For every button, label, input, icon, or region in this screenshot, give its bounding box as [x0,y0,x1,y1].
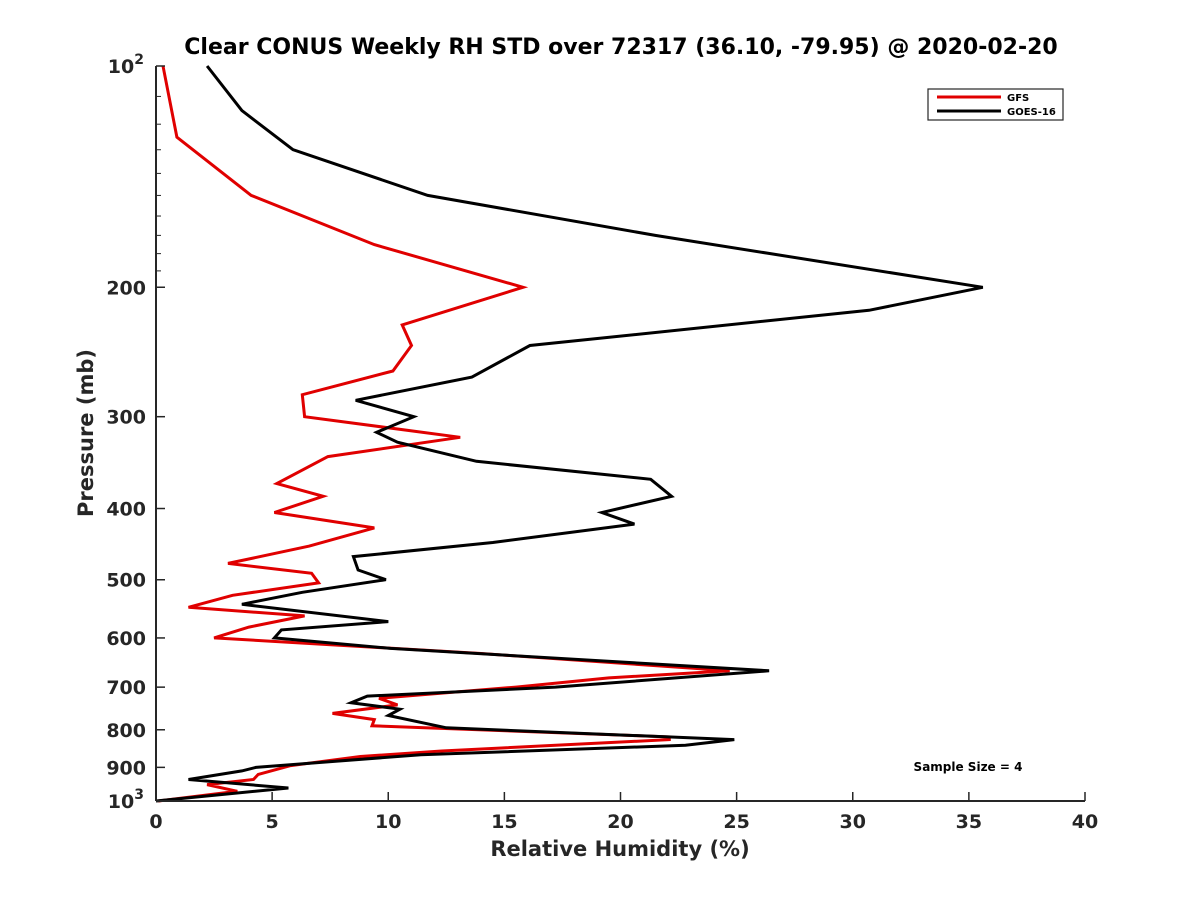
y-axis-ticks: 102 200 300 400 500 600 700 800 900 103 [106,52,165,813]
x-tick-label: 15 [491,811,517,833]
x-tick-label: 40 [1072,811,1098,833]
legend-label-gfs: GFS [1007,93,1029,104]
x-tick-label: 10 [375,811,401,833]
legend-label-goes16: GOES-16 [1007,107,1056,118]
plot-area-frame [156,66,1085,801]
x-tick-label: 30 [840,811,866,833]
y-tick-label: 300 [106,407,146,429]
y-tick-label: 600 [106,628,146,650]
sample-size-annotation: Sample Size = 4 [914,760,1023,774]
x-tick-label: 25 [723,811,749,833]
legend-box [927,88,1064,121]
y-tick-label: 400 [106,499,146,521]
legend: GFS GOES-16 [927,88,1064,121]
y-tick-label: 900 [106,757,146,779]
y-tick-label: 800 [106,720,146,742]
series-line-gfs [158,65,730,803]
series-line-goes16 [155,65,984,803]
series-layer [155,65,984,803]
y-tick-label: 200 [106,277,146,299]
y-axis-label: Pressure (mb) [74,349,98,517]
y-tick-label: 103 [108,787,144,813]
x-tick-label: 0 [149,811,162,833]
y-tick-label: 700 [106,677,146,699]
x-axis-ticks: 0 5 10 15 20 25 30 35 40 [149,792,1098,833]
y-tick-label: 102 [108,52,144,78]
x-tick-label: 20 [607,811,633,833]
x-axis-label: Relative Humidity (%) [490,837,749,861]
x-tick-label: 35 [956,811,982,833]
x-tick-label: 5 [266,811,279,833]
y-tick-label: 500 [106,570,146,592]
chart-title: Clear CONUS Weekly RH STD over 72317 (36… [184,35,1057,60]
